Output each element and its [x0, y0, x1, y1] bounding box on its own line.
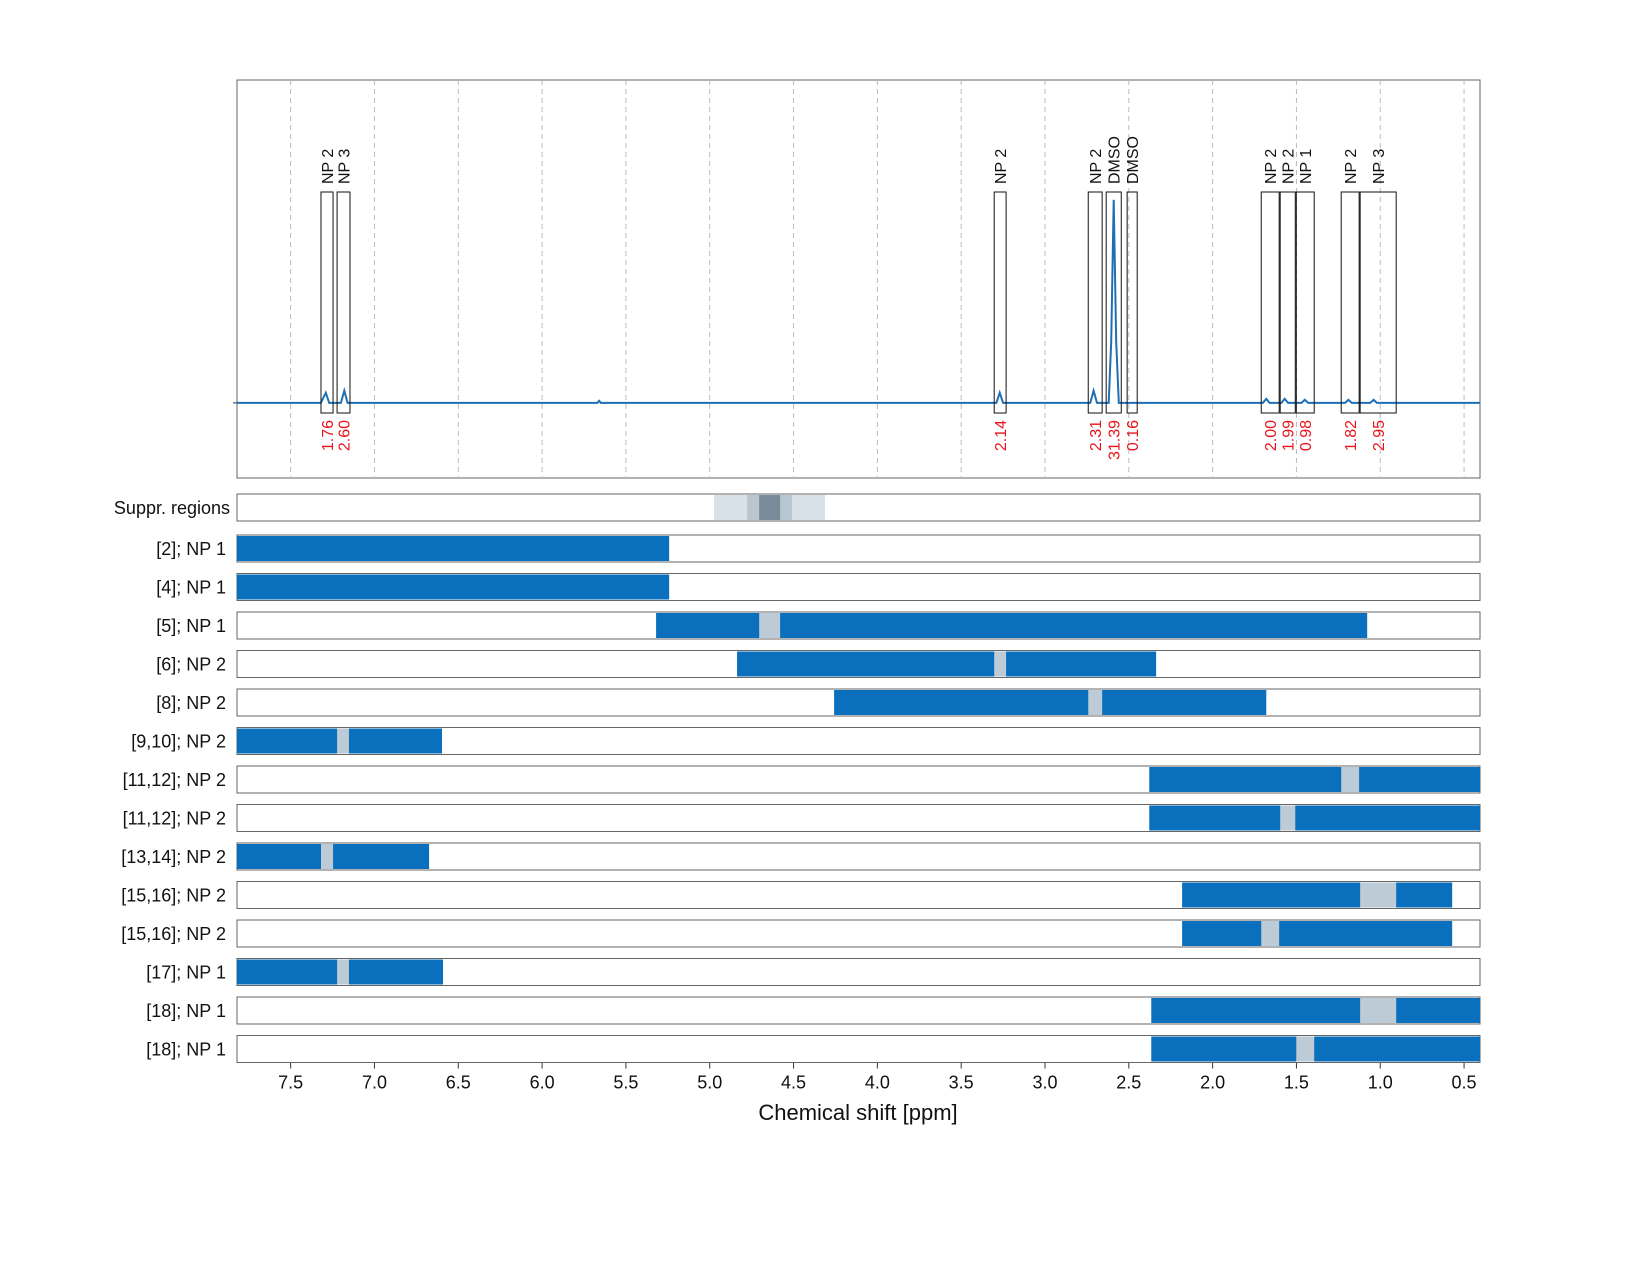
peak-label: DMSO	[1125, 136, 1142, 184]
spectrum-line	[237, 199, 1480, 404]
x-tick-label: 3.0	[1032, 1073, 1057, 1093]
range-bar	[237, 536, 670, 561]
x-tick-label: 5.5	[613, 1073, 638, 1093]
x-tick-label: 6.0	[530, 1073, 555, 1093]
row-label: [11,12]; NP 2	[123, 809, 226, 829]
range-gap	[1341, 767, 1360, 792]
row-label: [2]; NP 1	[156, 539, 226, 559]
peak-label: NP 3	[1371, 149, 1388, 184]
range-bar	[1149, 767, 1480, 792]
peak-box	[1260, 191, 1280, 414]
row-panel	[236, 919, 1481, 948]
peak-integral: 2.14	[993, 420, 1010, 451]
row-panel	[236, 611, 1481, 640]
peak-box	[1295, 191, 1315, 414]
peak-integral: 2.95	[1371, 420, 1388, 451]
range-bar	[1151, 998, 1480, 1023]
range-gap	[759, 613, 781, 638]
peak-integral: 0.98	[1298, 420, 1315, 451]
peak-box	[1087, 191, 1103, 414]
x-tick-label: 5.0	[697, 1073, 722, 1093]
spectrum-panel	[236, 79, 1481, 479]
range-bar	[834, 690, 1267, 715]
peak-box	[1105, 191, 1122, 414]
row-label: [8]; NP 2	[156, 693, 226, 713]
row-label: [18]; NP 1	[146, 1001, 226, 1021]
peak-box	[1359, 191, 1397, 414]
row-label: [15,16]; NP 2	[121, 924, 226, 944]
peak-label: DMSO	[1107, 136, 1124, 184]
peak-label: NP 2	[1263, 149, 1280, 184]
row-label: [18]; NP 1	[146, 1040, 226, 1060]
x-tick-label: 6.5	[446, 1073, 471, 1093]
row-label: [9,10]; NP 2	[131, 732, 226, 752]
range-gap	[1088, 690, 1103, 715]
x-tick-label: 1.5	[1284, 1073, 1309, 1093]
peak-label: NP 2	[993, 149, 1010, 184]
row-label: [5]; NP 1	[156, 616, 226, 636]
row-panel	[236, 881, 1481, 909]
range-bar	[1151, 1036, 1480, 1062]
suppression-region	[759, 495, 781, 520]
row-label: [6]; NP 2	[156, 655, 226, 675]
peak-box	[1279, 191, 1296, 414]
peak-box	[993, 191, 1007, 414]
range-gap	[994, 651, 1007, 677]
row-label: [4]; NP 1	[156, 578, 226, 598]
peak-label: NP 3	[337, 149, 354, 184]
row-label: [15,16]; NP 2	[121, 886, 226, 906]
x-tick-label: 1.0	[1368, 1073, 1393, 1093]
peak-label: NP 1	[1298, 149, 1315, 184]
peak-integral: 2.60	[337, 420, 354, 451]
range-bar	[1149, 805, 1480, 831]
range-gap	[320, 844, 334, 869]
x-axis-title: Chemical shift [ppm]	[758, 1100, 957, 1125]
peak-integral: 31.39	[1107, 420, 1124, 460]
peak-box	[1340, 191, 1360, 414]
x-tick-label: 4.5	[781, 1073, 806, 1093]
range-gap	[1296, 1036, 1315, 1062]
range-bar	[737, 651, 1157, 677]
x-tick-label: 7.5	[278, 1073, 303, 1093]
x-tick-label: 2.0	[1200, 1073, 1225, 1093]
range-bar	[237, 574, 670, 600]
row-label: [13,14]; NP 2	[121, 847, 226, 867]
range-gap	[337, 728, 349, 754]
peak-integral: 1.82	[1343, 420, 1360, 451]
row-label: [17]; NP 1	[146, 963, 226, 983]
peak-integral: 2.00	[1263, 420, 1280, 451]
peak-integral: 1.76	[320, 420, 337, 451]
peak-label: NP 2	[1088, 149, 1105, 184]
row-panel	[236, 493, 1481, 522]
peak-box	[320, 191, 334, 414]
x-tick-label: 4.0	[865, 1073, 890, 1093]
peak-box	[336, 191, 351, 414]
x-tick-label: 0.5	[1452, 1073, 1477, 1093]
row-panel	[236, 650, 1481, 678]
peak-label: NP 2	[320, 149, 337, 184]
row-label: [11,12]; NP 2	[123, 770, 226, 790]
x-tick-label: 3.5	[949, 1073, 974, 1093]
range-bar	[1182, 921, 1453, 946]
row-label: Suppr. regions	[114, 498, 230, 518]
range-bar	[1182, 882, 1453, 908]
peak-box	[1126, 191, 1138, 414]
range-gap	[337, 959, 349, 985]
x-tick-label: 7.0	[362, 1073, 387, 1093]
x-tick-label: 2.5	[1116, 1073, 1141, 1093]
range-gap	[1261, 921, 1280, 946]
row-panel	[236, 688, 1481, 717]
peak-integral: 2.31	[1088, 420, 1105, 451]
range-gap	[1360, 998, 1397, 1023]
peak-integral: 1.99	[1281, 420, 1298, 451]
peak-label: NP 2	[1343, 149, 1360, 184]
range-gap	[1280, 805, 1296, 831]
peak-integral: 0.16	[1125, 420, 1142, 451]
peak-label: NP 2	[1281, 149, 1298, 184]
range-gap	[1360, 882, 1397, 908]
